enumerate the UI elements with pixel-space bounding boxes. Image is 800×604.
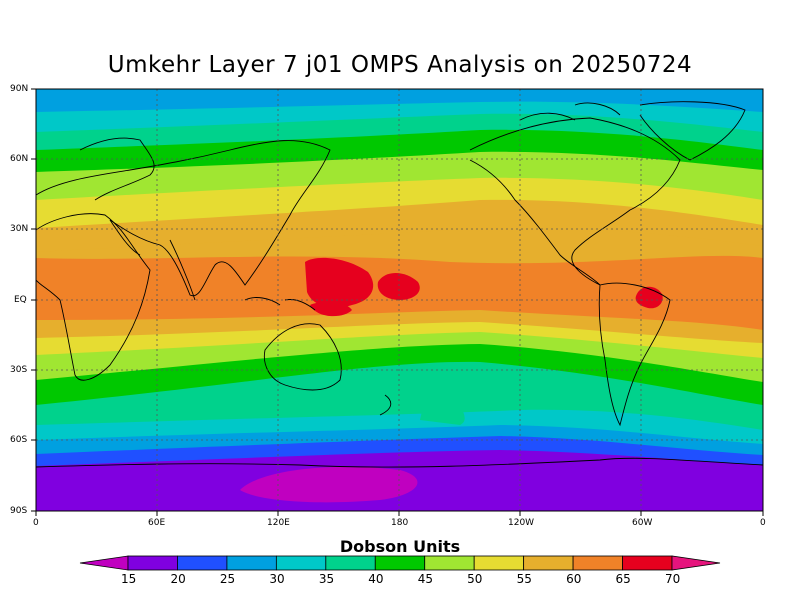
lat-label-30n: 30N [10, 224, 29, 234]
map-title: Umkehr Layer 7 j01 OMPS Analysis on 2025… [107, 52, 693, 78]
africa-coast [36, 213, 151, 381]
antarctica-coast [36, 457, 763, 468]
lon-label-120e: 120E [267, 518, 290, 528]
colorbar-tick-label: 40 [368, 572, 384, 586]
south-america-coast [598, 282, 671, 427]
colorbar [79, 555, 721, 571]
colorbar-swatch [374, 555, 426, 571]
colorbar-tick-label: 70 [665, 572, 681, 586]
colorbar-swatch [424, 555, 475, 571]
colorbar-swatch [226, 555, 277, 571]
colorbar-tick-label: 25 [219, 572, 236, 586]
colorbar-swatch [177, 555, 228, 571]
pacific-maximum-east [377, 273, 420, 300]
lat-label-eq: EQ [14, 295, 27, 305]
graticule [36, 89, 763, 511]
colorbar-swatch [127, 555, 178, 571]
antarctic-minimum [240, 466, 418, 503]
sh-bump [420, 386, 465, 425]
lon-label-0-left: 0 [33, 518, 39, 528]
coastlines [36, 101, 763, 468]
colorbar-title: Dobson Units [339, 537, 461, 556]
colorbar-swatch [275, 555, 327, 571]
greenland-coast [639, 101, 746, 161]
colorbar-tick-label: 65 [615, 572, 631, 586]
lat-label-90n: 90N [10, 84, 29, 94]
band-nh-30-35 [36, 89, 763, 112]
colorbar-tick-label: 35 [318, 572, 335, 586]
lon-label-60w: 60W [632, 518, 653, 528]
colorbar-tick-label: 55 [516, 572, 532, 586]
lat-label-60n: 60N [10, 154, 29, 164]
colorbar-swatch [473, 555, 525, 571]
lat-label-90s: 90S [10, 506, 28, 516]
lon-label-0-right: 0 [760, 518, 766, 528]
south-asia-coast [109, 219, 196, 301]
colorbar-tick-label: 20 [170, 572, 186, 586]
pacific-maximum [305, 257, 374, 308]
lon-label-120w: 120W [508, 518, 535, 528]
ozone-field [36, 89, 763, 511]
colorbar-swatch [572, 555, 623, 571]
colorbar-tick-label: 15 [121, 572, 137, 586]
colorbar-tick-label: 30 [269, 572, 285, 586]
lat-label-60s: 60S [10, 435, 28, 445]
colorbar-arrow-low [79, 555, 129, 571]
colorbar-swatch [622, 555, 673, 571]
colorbar-tick-label: 60 [566, 572, 582, 586]
lon-label-180: 180 [391, 518, 409, 528]
australia-coast [263, 323, 342, 391]
eurasia-coast [36, 140, 331, 297]
colorbar-tick-label: 45 [417, 572, 433, 586]
pacific-maximum-south [310, 301, 352, 317]
colorbar-swatch [325, 555, 376, 571]
lon-label-60e: 60E [148, 518, 166, 528]
arctic-islands-coast [519, 102, 621, 121]
north-america-coast [469, 117, 681, 286]
colorbar-swatch [523, 555, 574, 571]
nz-coast [379, 394, 392, 416]
colorbar-tick-label: 50 [467, 572, 483, 586]
colorbar-arrow-high [671, 555, 721, 571]
tick-marks [31, 88, 764, 516]
lat-label-30s: 30S [10, 365, 28, 375]
